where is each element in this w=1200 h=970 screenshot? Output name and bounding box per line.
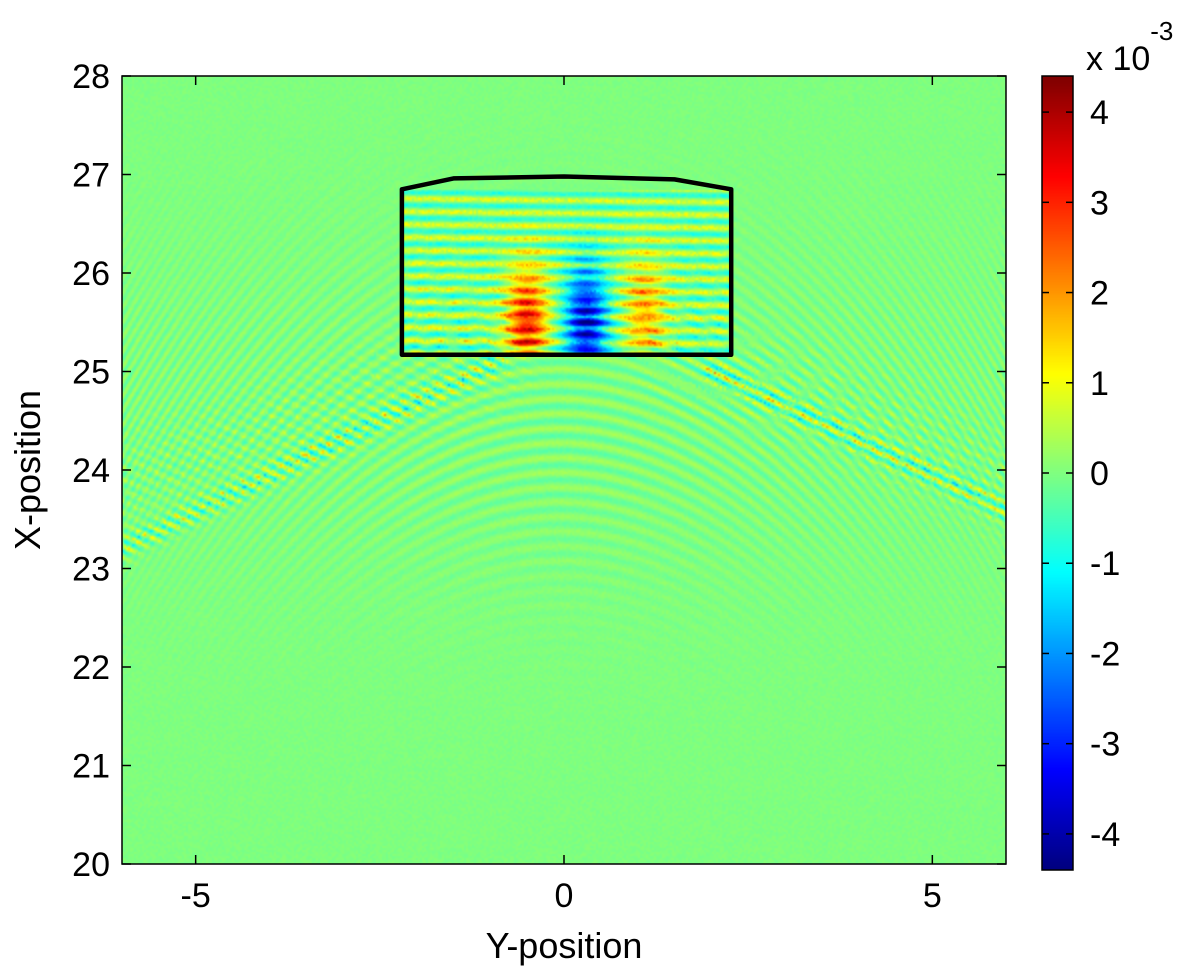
x-axis-label: Y-position bbox=[486, 925, 643, 966]
x-tick-label: 0 bbox=[555, 877, 574, 915]
colorbar-tick-label: -3 bbox=[1090, 726, 1120, 764]
colorbar-tick-label: 0 bbox=[1090, 455, 1109, 493]
colorbar-multiplier: x 10-3 bbox=[1086, 16, 1173, 78]
y-tick-label: 27 bbox=[72, 157, 110, 195]
x-axis: -5 0 5 bbox=[181, 76, 942, 915]
x-tick-label: -5 bbox=[181, 877, 211, 915]
colorbar-tick-label: 2 bbox=[1090, 275, 1109, 313]
colorbar-tick-label: 3 bbox=[1090, 184, 1109, 222]
colorbar-multiplier-exponent: -3 bbox=[1150, 16, 1173, 46]
colorbar-tick-label: 1 bbox=[1090, 365, 1109, 403]
y-tick-label: 28 bbox=[72, 58, 110, 96]
y-tick-label: 22 bbox=[72, 649, 110, 687]
colorbar-tick-label: 4 bbox=[1090, 94, 1109, 132]
y-tick-label: 26 bbox=[72, 255, 110, 293]
y-tick-label: 20 bbox=[72, 846, 110, 884]
y-tick-label: 24 bbox=[72, 452, 110, 490]
y-tick-label: 23 bbox=[72, 551, 110, 589]
colorbar-tick-label: -1 bbox=[1090, 545, 1120, 583]
y-axis: 20 21 22 23 24 25 26 27 28 bbox=[72, 58, 1006, 884]
y-tick-label: 21 bbox=[72, 748, 110, 786]
colorbar-tick-label: -4 bbox=[1090, 816, 1120, 854]
heatmap-field bbox=[122, 76, 1006, 864]
colorbar-tick-label: -2 bbox=[1090, 635, 1120, 673]
y-tick-label: 25 bbox=[72, 354, 110, 392]
colorbar-axis: -4 -3 -2 -1 0 1 2 3 4 bbox=[1042, 94, 1120, 854]
x-tick-label: 5 bbox=[923, 877, 942, 915]
region-outline bbox=[399, 174, 734, 358]
y-axis-label: X-position bbox=[7, 390, 48, 550]
colorbar-multiplier-base: x 10 bbox=[1086, 40, 1150, 78]
